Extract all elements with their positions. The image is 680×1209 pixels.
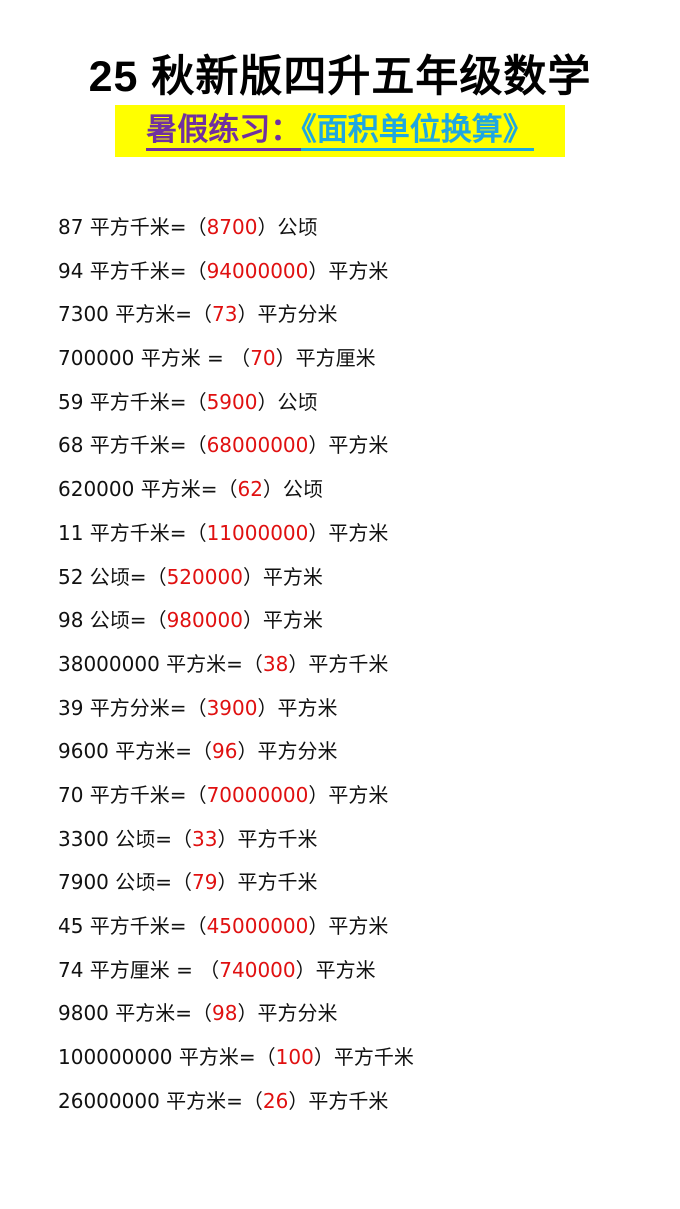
question-text: 7900 公顷=（	[58, 870, 193, 895]
exercise-row: 87 平方千米=（8700）公顷	[58, 213, 414, 257]
question-text: 59 平方千米=（	[58, 389, 207, 414]
exercise-row: 45 平方千米=（45000000）平方米	[58, 912, 414, 956]
answer-text: 520000	[166, 564, 243, 589]
unit-text: ）平方米	[308, 520, 389, 545]
exercise-row: 9600 平方米=（96）平方分米	[58, 737, 414, 781]
unit-text: ）公顷	[262, 477, 323, 502]
question-text: 100000000 平方米=（	[58, 1045, 276, 1070]
unit-text: ）平方千米	[288, 651, 389, 676]
unit-text: ）平方米	[308, 782, 389, 807]
exercise-row: 52 公顷=（520000）平方米	[58, 563, 414, 607]
question-text: 9800 平方米=（	[58, 1001, 213, 1026]
unit-text: ）公顷	[257, 389, 318, 414]
unit-text: ）平方分米	[237, 739, 338, 764]
question-text: 700000 平方米 = （	[58, 346, 251, 371]
unit-text: ）平方米	[308, 258, 389, 283]
question-text: 70 平方千米=（	[58, 782, 207, 807]
question-text: 45 平方千米=（	[58, 914, 207, 938]
exercise-row: 7900 公顷=（79）平方千米	[58, 868, 414, 912]
answer-text: 62	[237, 477, 263, 502]
exercise-row: 7300 平方米=（73）平方分米	[58, 300, 414, 344]
answer-text: 26	[262, 1088, 289, 1113]
exercise-row: 68 平方千米=（68000000）平方米	[58, 431, 414, 475]
question-text: 52 公顷=（	[58, 564, 167, 589]
question-text: 11 平方千米=（	[58, 520, 207, 545]
unit-text: ）公顷	[257, 215, 318, 239]
subtitle-label: 暑假练习：	[146, 112, 302, 151]
unit-text: ）平方分米	[237, 1001, 338, 1026]
question-text: 9600 平方米=（	[58, 739, 213, 764]
page-title: 25 秋新版四升五年级数学	[88, 53, 592, 101]
answer-text: 70	[250, 346, 276, 371]
exercise-row: 94 平方千米=（94000000）平方米	[58, 257, 414, 301]
answer-text: 980000	[166, 608, 243, 633]
exercise-list: 87 平方千米=（8700）公顷 94 平方千米=（94000000）平方米 730…	[58, 213, 414, 1130]
question-text: 98 公顷=（	[58, 608, 167, 633]
unit-text: ）平方米	[308, 433, 389, 458]
subtitle-topic: 《面积单位换算》	[301, 112, 534, 151]
answer-text: 70000000	[206, 782, 309, 807]
exercise-row: 70 平方千米=（70000000）平方米	[58, 781, 414, 825]
answer-text: 11000000	[206, 520, 309, 545]
answer-text: 38	[262, 651, 289, 676]
answer-text: 94000000	[206, 258, 309, 283]
exercise-row: 11 平方千米=（11000000）平方米	[58, 519, 414, 563]
answer-text: 3900	[206, 695, 258, 720]
exercise-row: 98 公顷=（980000）平方米	[58, 606, 414, 650]
question-text: 87 平方千米=（	[58, 215, 207, 239]
question-text: 620000 平方米=（	[58, 477, 238, 502]
exercise-row: 3300 公顷=（33）平方千米	[58, 825, 414, 869]
answer-text: 5900	[206, 389, 258, 414]
question-text: 68 平方千米=（	[58, 433, 207, 458]
exercise-row: 620000 平方米=（62）公顷	[58, 475, 414, 519]
unit-text: ）平方米	[308, 914, 389, 938]
exercise-row: 74 平方厘米 = （740000）平方米	[58, 956, 414, 1000]
unit-text: ）平方米	[242, 608, 323, 633]
unit-text: ）平方分米	[237, 302, 338, 327]
unit-text: ）平方千米	[217, 826, 318, 851]
answer-text: 740000	[219, 957, 296, 982]
answer-text: 68000000	[206, 433, 309, 458]
unit-text: ）平方千米	[217, 870, 318, 895]
unit-text: ）平方米	[242, 564, 323, 589]
answer-text: 73	[212, 302, 238, 327]
answer-text: 8700	[206, 215, 258, 239]
exercise-row: 26000000 平方米=（26）平方千米	[58, 1087, 414, 1131]
answer-text: 100	[275, 1045, 314, 1070]
unit-text: ）平方千米	[313, 1045, 414, 1070]
answer-text: 45000000	[206, 914, 309, 938]
question-text: 39 平方分米=（	[58, 695, 207, 720]
question-text: 3300 公顷=（	[58, 826, 193, 851]
answer-text: 79	[192, 870, 218, 895]
question-text: 94 平方千米=（	[58, 258, 207, 283]
exercise-row: 39 平方分米=（3900）平方米	[58, 694, 414, 738]
answer-text: 98	[212, 1001, 238, 1026]
question-text: 74 平方厘米 = （	[58, 957, 220, 982]
question-text: 7300 平方米=（	[58, 302, 213, 327]
exercise-row: 9800 平方米=（98）平方分米	[58, 999, 414, 1043]
question-text: 26000000 平方米=（	[58, 1088, 263, 1113]
answer-text: 96	[212, 739, 238, 764]
exercise-row: 100000000 平方米=（100）平方千米	[58, 1043, 414, 1087]
question-text: 38000000 平方米=（	[58, 651, 263, 676]
exercise-row: 700000 平方米 = （70）平方厘米	[58, 344, 414, 388]
exercise-row: 59 平方千米=（5900）公顷	[58, 388, 414, 432]
subtitle-banner: 暑假练习：《面积单位换算》	[115, 105, 565, 157]
unit-text: ）平方米	[295, 957, 376, 982]
unit-text: ）平方米	[257, 695, 338, 720]
unit-text: ）平方千米	[288, 1088, 389, 1113]
exercise-row: 38000000 平方米=（38）平方千米	[58, 650, 414, 694]
answer-text: 33	[192, 826, 218, 851]
unit-text: ）平方厘米	[275, 346, 376, 371]
